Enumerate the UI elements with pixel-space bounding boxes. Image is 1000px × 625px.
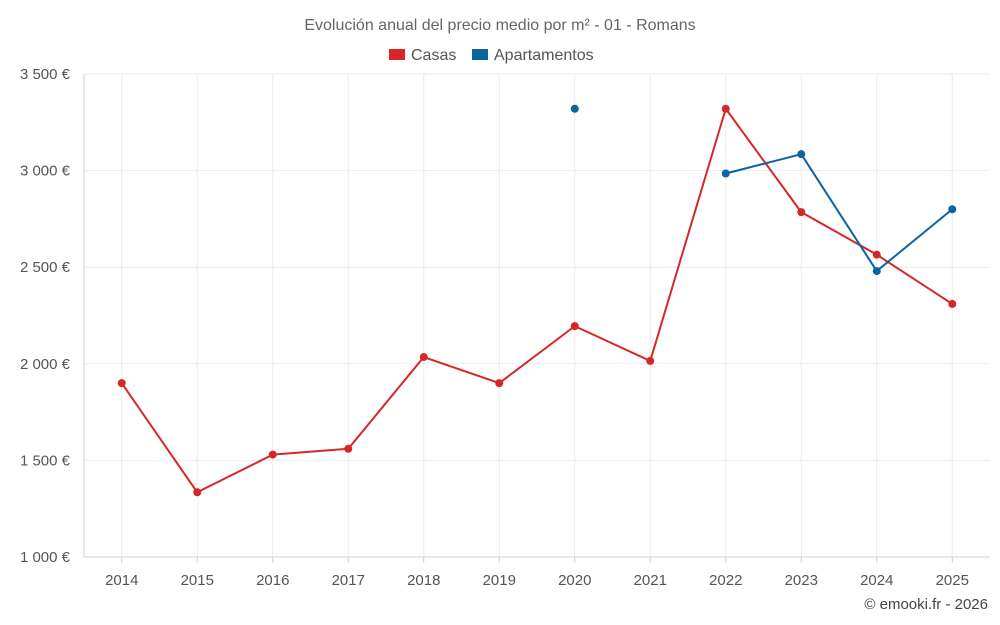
y-tick-label: 3 500 € [20, 66, 71, 83]
data-point-casas-2025[interactable] [948, 299, 957, 308]
legend-item-apartamentos[interactable]: Apartamentos [472, 47, 594, 64]
x-tick-label: 2019 [483, 572, 516, 589]
y-tick-label: 1 000 € [20, 549, 71, 566]
x-tick-label: 2015 [181, 572, 214, 589]
x-tick-label: 2016 [256, 572, 289, 589]
x-tick-label: 2021 [634, 572, 667, 589]
x-tick-label: 2014 [105, 572, 138, 589]
x-tick-label: 2023 [785, 572, 818, 589]
axes: 1 000 € 1 500 € 2 000 € 2 500 € 3 000 € 3 500… [20, 66, 990, 589]
data-point-casas-2023[interactable] [797, 208, 806, 217]
data-point-casas-2021[interactable] [646, 356, 655, 365]
data-point-casas-2024[interactable] [872, 250, 881, 259]
y-tick-label: 2 000 € [20, 356, 71, 373]
data-point-casas-2017[interactable] [344, 444, 353, 453]
data-point-casas-2014[interactable] [117, 379, 126, 388]
y-tick-label: 3 000 € [20, 163, 71, 180]
data-point-casas-2020[interactable] [570, 322, 579, 331]
data-point-apartamentos-2022[interactable] [721, 169, 730, 178]
data-point-casas-2015[interactable] [193, 488, 202, 497]
x-tick-label: 2024 [860, 572, 893, 589]
data-point-apartamentos-2025[interactable] [948, 205, 957, 214]
legend-item-casas[interactable]: Casas [389, 47, 456, 64]
x-tick-label: 2022 [709, 572, 742, 589]
legend-swatch-casas [389, 49, 405, 60]
series-line-casas [120, 107, 953, 494]
chart-title: Evolución anual del precio medio por m² … [304, 17, 695, 34]
x-tick-label: 2020 [558, 572, 591, 589]
credit-text: © emooki.fr - 2026 [864, 596, 988, 613]
x-tick-label: 2017 [332, 572, 365, 589]
series-apartamentos [570, 104, 957, 276]
data-point-casas-2022[interactable] [721, 104, 730, 113]
x-tick-label: 2018 [407, 572, 440, 589]
legend-label-apartamentos: Apartamentos [494, 47, 594, 64]
y-tick-label: 2 500 € [20, 259, 71, 276]
series [117, 104, 957, 497]
series-line-apartamentos [725, 153, 953, 273]
data-point-casas-2019[interactable] [495, 379, 504, 388]
y-tick-label: 1 500 € [20, 452, 71, 469]
x-tick-label: 2025 [936, 572, 969, 589]
data-point-casas-2016[interactable] [268, 450, 277, 459]
legend: Casas Apartamentos [389, 47, 594, 64]
legend-swatch-apartamentos [472, 49, 488, 60]
data-point-casas-2018[interactable] [419, 353, 428, 362]
data-point-apartamentos-2023[interactable] [797, 150, 806, 159]
grid [84, 73, 990, 558]
data-point-apartamentos-2024[interactable] [872, 267, 881, 276]
series-casas [117, 104, 957, 497]
data-point-apartamentos-2020[interactable] [570, 104, 579, 113]
legend-label-casas: Casas [411, 47, 456, 64]
